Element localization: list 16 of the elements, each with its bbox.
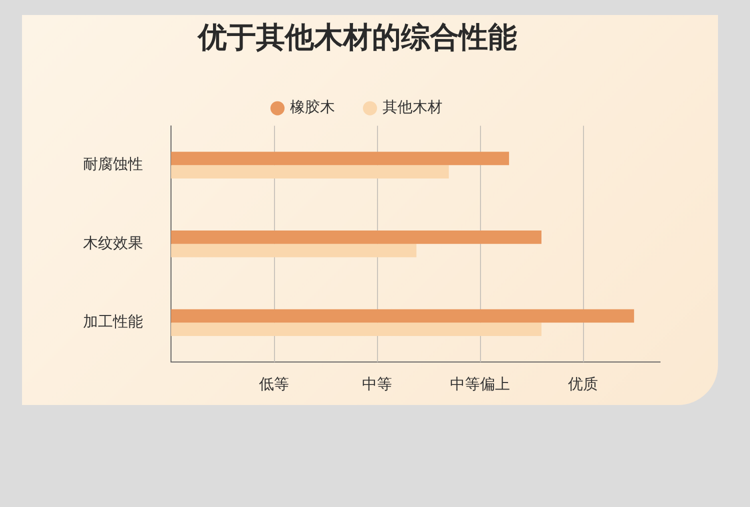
bar [171,230,542,244]
text: 中等偏上 [450,374,510,393]
bar [171,165,449,179]
bar [171,322,542,336]
text: 中等 [362,374,392,393]
chart-title: 优于其他木材的综合性能 [197,20,517,54]
legend-label: 橡胶木 [290,98,335,116]
y-tick-label: 耐腐蚀性 [83,155,143,174]
bar [171,244,416,258]
bar [171,309,634,323]
text: 低等 [258,374,289,393]
y-tick-label: 加工性能 [83,312,143,331]
y-tick-label: 木纹效果 [83,234,143,252]
text: 优质 [568,374,598,393]
bar [171,152,510,166]
legend-label: 其他木材 [382,98,442,116]
